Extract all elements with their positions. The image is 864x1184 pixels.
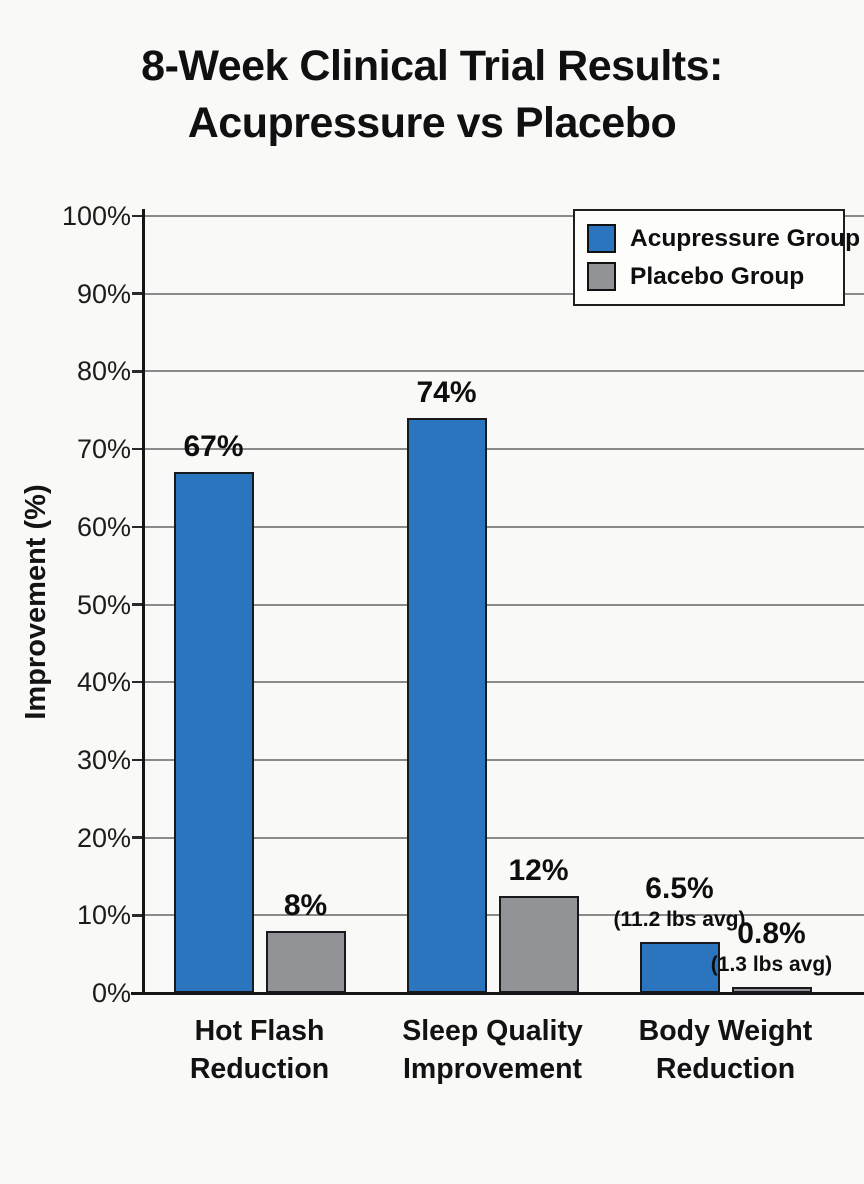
x-category-label: Sleep Quality Improvement xyxy=(402,1015,583,1085)
y-tick-mark xyxy=(132,603,143,606)
y-tick-label: 20% xyxy=(76,822,131,853)
bar-value-label: 12% xyxy=(508,853,569,887)
bar-value-label: 67% xyxy=(183,430,244,464)
title-line-1: 8-Week Clinical Trial Results: xyxy=(141,42,723,90)
bar-value-label: 8% xyxy=(283,888,328,922)
y-tick-mark xyxy=(132,447,143,451)
y-tick-label: 50% xyxy=(76,589,131,620)
y-tick-mark xyxy=(132,758,143,762)
y-tick-mark xyxy=(132,292,143,295)
y-tick-mark xyxy=(132,214,143,218)
acupressure-swatch-icon xyxy=(587,224,616,253)
y-tick-mark xyxy=(132,525,143,529)
gridline xyxy=(143,836,864,839)
y-tick-label: 80% xyxy=(76,356,131,387)
x-category-label: Body Weight Reduction xyxy=(638,1015,813,1085)
gridline xyxy=(143,370,864,373)
bar-acupressure-3 xyxy=(639,942,720,993)
chart-title: 8-Week Clinical Trial Results: Acupressu… xyxy=(0,38,864,152)
legend-item-placebo: Placebo Group xyxy=(587,262,831,291)
y-tick-mark xyxy=(132,680,143,684)
y-tick-label: 70% xyxy=(76,434,131,465)
y-tick-mark xyxy=(132,914,143,917)
x-category-label: Hot Flash Reduction xyxy=(189,1015,330,1085)
y-axis-line xyxy=(141,209,145,995)
y-tick-label: 0% xyxy=(91,978,131,1008)
gridline xyxy=(143,758,864,761)
y-tick-label: 40% xyxy=(76,667,131,698)
legend-label-acupressure: Acupressure Group xyxy=(630,224,861,252)
y-tick-label: 60% xyxy=(76,511,131,542)
bar-value-label: 6.5% (11.2 lbs avg) xyxy=(613,872,746,932)
bar-acupressure-1 xyxy=(173,472,254,993)
bar-placebo-2 xyxy=(498,895,579,993)
gridline xyxy=(143,603,864,606)
title-line-2: Acupressure vs Placebo xyxy=(187,99,677,147)
gridline xyxy=(143,215,864,217)
gridline xyxy=(143,681,864,684)
placebo-swatch-icon xyxy=(587,262,616,291)
y-tick-label: 90% xyxy=(76,278,131,309)
gridline xyxy=(143,525,864,528)
legend-item-acupressure: Acupressure Group xyxy=(587,224,860,253)
y-tick-label: 30% xyxy=(76,744,131,775)
y-tick-label: 10% xyxy=(76,900,131,931)
y-tick-mark xyxy=(132,836,143,839)
x-axis-line xyxy=(131,991,864,995)
bar-placebo-1 xyxy=(265,930,346,993)
legend: Acupressure Group Placebo Group xyxy=(573,209,860,306)
bar-placebo-3 xyxy=(731,986,812,993)
legend-label-placebo: Placebo Group xyxy=(630,262,805,290)
y-tick-mark xyxy=(132,370,143,373)
gridline xyxy=(143,292,864,295)
gridline xyxy=(143,448,864,451)
bar-acupressure-2 xyxy=(406,418,487,993)
y-tick-label: 100% xyxy=(61,201,131,231)
bar-value-label: 0.8% (1.3 lbs avg) xyxy=(710,916,833,976)
bar-value-label: 74% xyxy=(416,376,477,410)
